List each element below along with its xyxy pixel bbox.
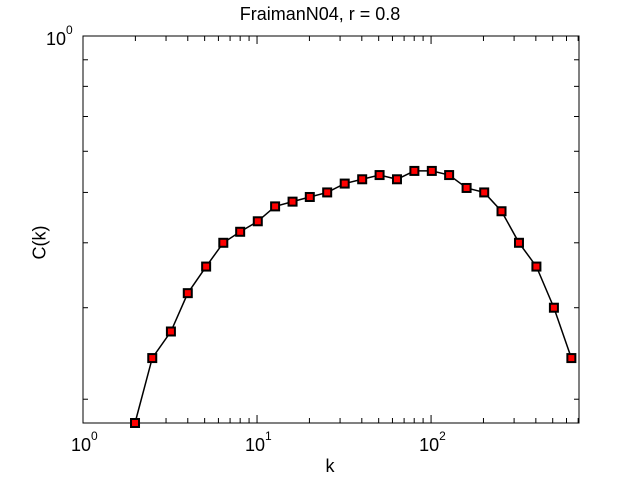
axes-box (82, 35, 580, 424)
chart-title: FraimanN04, r = 0.8 (239, 4, 401, 24)
data-point-marker (201, 261, 212, 272)
data-point-marker (322, 187, 333, 198)
x-tick-label-exponent: 1 (265, 429, 272, 443)
x-tick-label-exponent: 0 (91, 429, 98, 443)
data-point-marker (304, 191, 315, 202)
data-point-marker (182, 288, 193, 299)
data-point-marker (566, 353, 577, 364)
data-point-marker (374, 170, 385, 181)
data-point-marker (357, 174, 368, 185)
data-point-marker (235, 226, 246, 237)
data-point-marker (147, 353, 158, 364)
data-point-marker (339, 178, 350, 189)
data-point-marker (513, 237, 524, 248)
data-point-marker (444, 170, 455, 181)
data-point-marker (165, 326, 176, 337)
y-axis-label: C(k) (29, 225, 50, 260)
axis-ticks (82, 36, 579, 423)
data-point-marker (479, 187, 490, 198)
data-point-marker (218, 237, 229, 248)
x-tick-label-exponent: 2 (439, 429, 446, 443)
x-axis-label: k (325, 456, 335, 476)
data-point-marker (287, 196, 298, 207)
data-point-marker (548, 302, 559, 313)
data-markers (130, 165, 577, 428)
data-point-marker (130, 418, 141, 428)
data-point-marker (252, 216, 263, 227)
data-point-marker (391, 174, 402, 185)
x-tick-label: 10 (71, 435, 91, 455)
y-tick-label-exponent: 0 (66, 23, 73, 37)
data-point-marker (461, 182, 472, 193)
y-tick-label: 10 (46, 29, 66, 49)
data-point-marker (426, 165, 437, 176)
data-point-marker (270, 201, 281, 212)
data-point-marker (409, 165, 420, 176)
x-tick-label: 10 (245, 435, 265, 455)
axes-frame (82, 35, 580, 424)
x-tick-label: 10 (419, 435, 439, 455)
data-point-marker (531, 261, 542, 272)
data-point-marker (496, 206, 507, 217)
